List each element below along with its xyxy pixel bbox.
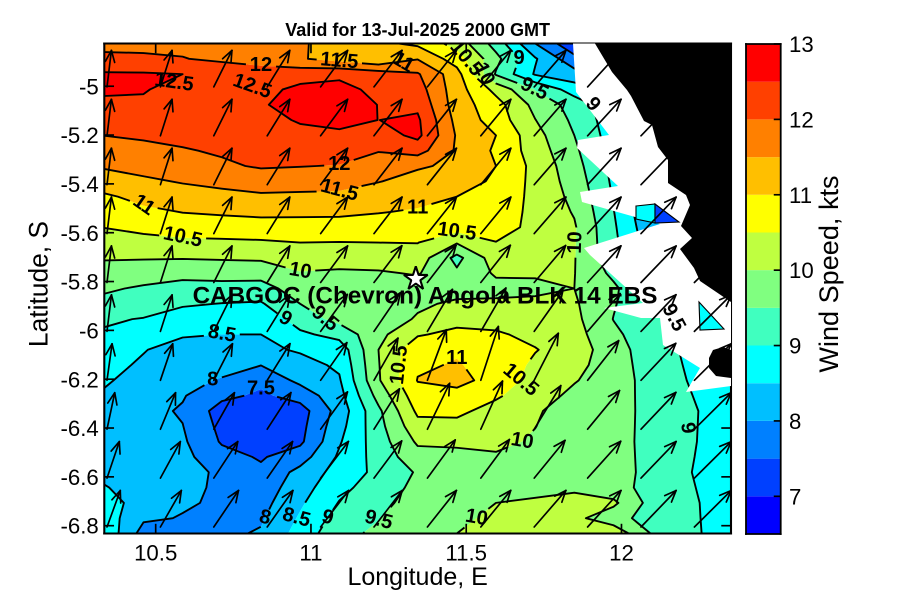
svg-text:11: 11 (407, 196, 428, 218)
svg-text:10.5: 10.5 (436, 218, 478, 245)
svg-text:11.5: 11.5 (445, 541, 487, 566)
svg-text:Longitude, E: Longitude, E (347, 563, 487, 591)
svg-text:8.5: 8.5 (206, 320, 237, 347)
svg-text:-6.4: -6.4 (60, 416, 98, 441)
svg-text:11: 11 (789, 183, 812, 208)
svg-text:-5.4: -5.4 (60, 172, 98, 197)
svg-text:-6.2: -6.2 (60, 367, 98, 392)
svg-text:12: 12 (789, 107, 814, 132)
svg-text:10: 10 (564, 231, 587, 254)
svg-text:11: 11 (299, 541, 322, 566)
svg-text:CABGOC (Chevron) Angola BLK 1: CABGOC (Chevron) Angola BLK 14 EBS (193, 282, 658, 309)
svg-text:8: 8 (789, 409, 801, 434)
svg-text:10: 10 (464, 505, 490, 531)
svg-text:9: 9 (789, 334, 801, 359)
svg-text:-5.8: -5.8 (60, 270, 98, 295)
svg-text:Valid for 13-Jul-2025 2000 GMT: Valid for 13-Jul-2025 2000 GMT (285, 20, 550, 40)
svg-text:13: 13 (789, 32, 814, 57)
svg-text:10: 10 (287, 258, 313, 284)
svg-text:8: 8 (207, 369, 218, 391)
svg-text:-5: -5 (79, 74, 99, 99)
svg-text:11: 11 (446, 347, 467, 369)
svg-text:10.5: 10.5 (386, 344, 412, 385)
svg-text:7.5: 7.5 (247, 377, 275, 399)
svg-text:10: 10 (509, 428, 535, 454)
svg-text:12: 12 (250, 54, 272, 76)
svg-text:-6.8: -6.8 (60, 514, 98, 539)
svg-text:-6: -6 (79, 318, 99, 343)
svg-text:7: 7 (789, 484, 801, 509)
svg-text:10.5: 10.5 (134, 541, 177, 566)
svg-text:12.5: 12.5 (153, 69, 195, 96)
svg-text:12: 12 (328, 153, 350, 175)
svg-text:Latitude, S: Latitude, S (23, 221, 53, 347)
svg-text:9: 9 (676, 421, 699, 435)
svg-text:9: 9 (514, 47, 525, 69)
svg-text:12: 12 (609, 541, 634, 566)
svg-text:-5.6: -5.6 (60, 221, 98, 246)
svg-text:10: 10 (789, 258, 814, 283)
svg-text:-5.2: -5.2 (60, 123, 98, 148)
svg-text:-6.6: -6.6 (60, 465, 98, 490)
svg-text:Wind Speed, kts: Wind Speed, kts (813, 175, 844, 372)
